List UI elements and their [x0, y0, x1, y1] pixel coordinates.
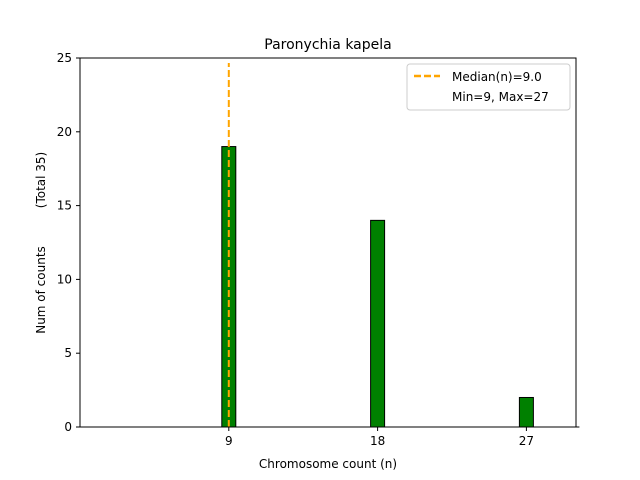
bars-group: [89, 146, 580, 428]
x-tick-label: 27: [519, 434, 534, 448]
legend: Median(n)=9.0 Min=9, Max=27: [406, 63, 571, 111]
x-tick-label: 18: [370, 434, 385, 448]
x-tick-label: 9: [225, 434, 233, 448]
y-tick-label: 20: [57, 125, 72, 139]
legend-range-label: Min=9, Max=27: [452, 90, 549, 104]
bar-18: [370, 219, 386, 428]
x-axis-label: Chromosome count (n): [259, 457, 397, 471]
y-tick-label: 5: [64, 346, 72, 360]
plot-frame: [79, 57, 577, 428]
legend-box: [406, 63, 571, 111]
y-ticks: 0 5 10 15 20 25: [57, 51, 80, 434]
chart-title: Paronychia kapela: [264, 37, 391, 53]
y-tick-label: 15: [57, 199, 72, 213]
y-tick-label: 25: [57, 51, 72, 65]
legend-median-label: Median(n)=9.0: [452, 70, 542, 84]
y-axis-label: Num of counts: [34, 246, 48, 334]
x-ticks: 9 18 27: [225, 427, 534, 448]
bar-27: [518, 396, 534, 428]
y-axis-total-label: (Total 35): [34, 152, 48, 208]
y-tick-label: 0: [64, 420, 72, 434]
y-tick-label: 10: [57, 272, 72, 286]
